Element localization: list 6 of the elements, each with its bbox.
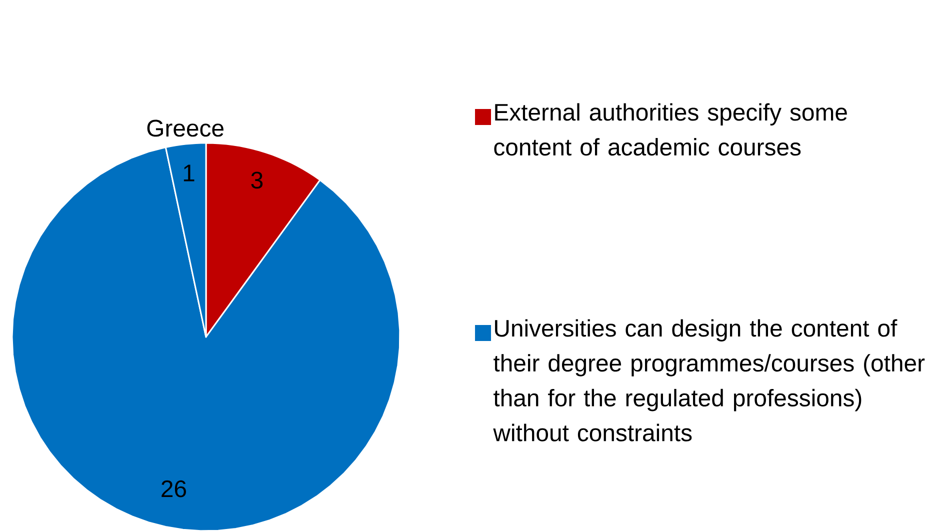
legend-label: External authorities specify some content of academic courses <box>494 103 847 156</box>
data-label: 1 <box>184 164 194 182</box>
legend-label: Universities can design the content of their degree programmes/courses (other than for the regulated professions) without constraints <box>493 319 925 442</box>
data-label: 3 <box>251 172 263 189</box>
data-label: 26 <box>162 480 186 498</box>
slice-label: Greece <box>147 120 224 137</box>
